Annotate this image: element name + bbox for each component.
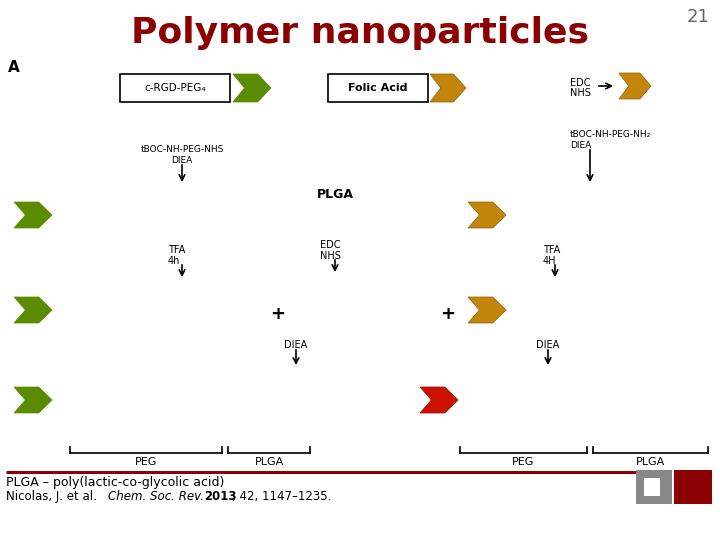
Text: PLGA: PLGA xyxy=(636,457,665,467)
Text: PLGA: PLGA xyxy=(317,188,354,201)
Text: PLGA – poly(lactic-co-glycolic acid): PLGA – poly(lactic-co-glycolic acid) xyxy=(6,476,225,489)
Polygon shape xyxy=(233,74,271,102)
Text: tBOC-NH-PEG-NHS: tBOC-NH-PEG-NHS xyxy=(140,145,224,154)
FancyBboxPatch shape xyxy=(328,74,428,102)
Text: Nicolas, J. et al.: Nicolas, J. et al. xyxy=(6,490,101,503)
Text: PEG: PEG xyxy=(513,457,535,467)
Text: –: – xyxy=(200,490,202,491)
Text: DIEA: DIEA xyxy=(570,141,591,150)
Text: tBOC-NH-PEG-NH₂: tBOC-NH-PEG-NH₂ xyxy=(570,130,652,139)
Polygon shape xyxy=(468,202,506,228)
Text: TFA: TFA xyxy=(168,245,185,255)
Text: +: + xyxy=(441,305,456,323)
Polygon shape xyxy=(430,74,466,102)
Text: TFA: TFA xyxy=(543,245,560,255)
Polygon shape xyxy=(420,387,458,413)
Text: NHS: NHS xyxy=(570,88,591,98)
Text: Folic Acid: Folic Acid xyxy=(348,83,408,93)
Text: EDC: EDC xyxy=(570,78,590,88)
Polygon shape xyxy=(14,297,52,323)
Polygon shape xyxy=(468,297,506,323)
Text: 4H: 4H xyxy=(543,256,557,266)
Bar xyxy=(644,478,660,496)
Text: A: A xyxy=(8,60,19,75)
Bar xyxy=(674,470,712,504)
Polygon shape xyxy=(14,202,52,228)
Text: 2013: 2013 xyxy=(204,490,236,503)
Polygon shape xyxy=(619,73,651,99)
Text: Chem. Soc. Rev.: Chem. Soc. Rev. xyxy=(108,490,204,503)
Text: DIEA: DIEA xyxy=(171,156,193,165)
Text: 21: 21 xyxy=(687,8,710,26)
Text: PLGA: PLGA xyxy=(254,457,284,467)
Text: NHS: NHS xyxy=(320,251,341,261)
Text: DIEA: DIEA xyxy=(536,340,559,350)
Text: DIEA: DIEA xyxy=(284,340,307,350)
Text: 4h: 4h xyxy=(168,256,181,266)
Text: EDC: EDC xyxy=(320,240,341,250)
Text: , 42, 1147–1235.: , 42, 1147–1235. xyxy=(232,490,331,503)
Text: PEG: PEG xyxy=(135,457,157,467)
Polygon shape xyxy=(14,387,52,413)
Text: Polymer nanoparticles: Polymer nanoparticles xyxy=(131,16,589,50)
FancyBboxPatch shape xyxy=(120,74,230,102)
Bar xyxy=(636,470,672,504)
Text: c-RGD-PEG₄: c-RGD-PEG₄ xyxy=(144,83,206,93)
Text: +: + xyxy=(271,305,286,323)
